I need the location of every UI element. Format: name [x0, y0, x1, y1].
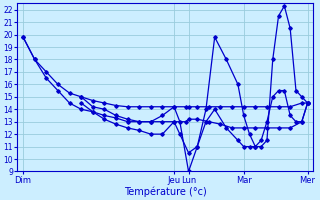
X-axis label: Température (°c): Température (°c) — [124, 186, 207, 197]
